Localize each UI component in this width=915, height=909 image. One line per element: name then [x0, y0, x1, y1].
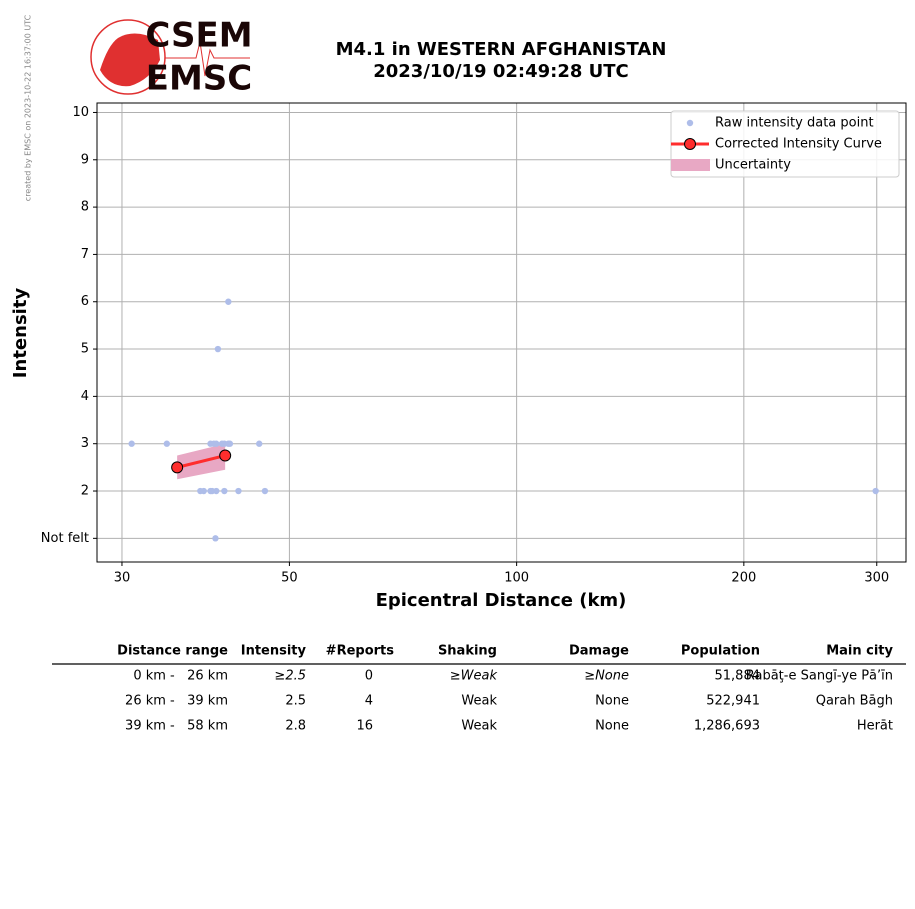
y-tick-label: Not felt [41, 531, 89, 546]
legend-symbol [684, 138, 696, 150]
x-tick-label: 100 [504, 571, 529, 586]
data-point [214, 345, 222, 353]
table-cell: ≥Weak [450, 669, 498, 684]
credit: created by EMSC on 2023-10-22 16:37:00 U… [24, 14, 33, 201]
data-point [200, 487, 207, 495]
data-point [226, 440, 234, 447]
legend-symbol [686, 119, 694, 127]
table-cell: 0 km - 26 km [133, 669, 228, 684]
table: Distance range Intensity #Reports Shaking Da… [117, 644, 893, 734]
table-cell: ≥None [584, 669, 629, 684]
legend: Raw intensity data point Corrected Intens… [670, 110, 900, 178]
x-axis-label: Epicentral Distance (km) [376, 590, 627, 611]
table-cell: Weak [461, 694, 497, 709]
legend-label: Uncertainty [715, 158, 791, 173]
data-point [212, 535, 219, 542]
table-cell: 26 km - 39 km [125, 694, 228, 709]
table-cell: None [595, 719, 629, 734]
y-tick-label: 10 [72, 105, 89, 120]
table-cell: None [595, 694, 629, 709]
data-point [256, 440, 263, 447]
y-axis-label: Intensity [10, 288, 31, 379]
data-point [872, 487, 879, 495]
table-header: #Reports [326, 644, 395, 659]
table-header: Distance range [117, 644, 228, 659]
curve-point [171, 461, 184, 474]
table-header: Main city [826, 644, 893, 659]
y-tick-label: 5 [81, 342, 89, 357]
table-header: Population [681, 644, 760, 659]
x-tick-label: 30 [114, 571, 131, 586]
plot-area: 30 50 100 200 300 Not felt 2 3 4 5 6 7 8 9 10 [41, 102, 907, 586]
data-point [221, 487, 228, 495]
plot-frame [96, 102, 907, 563]
y-tick-label: 7 [81, 247, 89, 262]
table-cell: 51,884 [715, 669, 761, 684]
y-tick-label: 9 [81, 152, 89, 167]
legend-symbol [671, 159, 710, 171]
y-tick-label: 4 [81, 389, 89, 404]
x-tick-label: 300 [864, 571, 889, 586]
y-tick-label: 3 [81, 436, 89, 451]
table-cell: 2.5 [285, 694, 306, 709]
curve-line [176, 454, 226, 469]
logo: CSEM EMSC [90, 16, 253, 99]
table-cell: 2.8 [285, 719, 306, 734]
data-point [213, 440, 220, 447]
table-header: Shaking [438, 644, 497, 659]
chart-subtitle: 2023/10/19 02:49:28 UTC [373, 61, 629, 82]
table-cell: Rabāţ-e Sangī-ye Pā’īn [746, 669, 893, 684]
table-cell: 1,286,693 [694, 719, 760, 734]
data-point [128, 440, 135, 447]
x-tick-label: 50 [281, 571, 298, 586]
data-point [261, 487, 269, 495]
logo-top: CSEM [145, 16, 252, 56]
table-cell: 39 km - 58 km [125, 719, 228, 734]
data-point [235, 487, 242, 495]
y-tick-label: 8 [81, 200, 89, 215]
data-point [163, 440, 171, 447]
table-header: Damage [569, 644, 629, 659]
table-cell: 0 [365, 669, 373, 684]
table-cell: 522,941 [706, 694, 760, 709]
x-tick-label: 200 [731, 571, 756, 586]
chart-title: M4.1 in WESTERN AFGHANISTAN [336, 39, 667, 60]
legend-label: Corrected Intensity Curve [715, 137, 882, 152]
legend-label: Raw intensity data point [715, 116, 874, 131]
curve-point [219, 449, 232, 462]
table-cell: 4 [365, 694, 373, 709]
table-cell: Herāt [857, 719, 893, 734]
table-header: Intensity [241, 644, 307, 659]
table-cell: Qarah Bāgh [816, 694, 893, 709]
table-cell: 16 [356, 719, 373, 734]
y-tick-label: 2 [81, 484, 89, 499]
data-point [225, 298, 232, 305]
y-tick-label: 6 [81, 294, 89, 309]
table-cell: ≥2.5 [274, 669, 306, 684]
logo-bottom: EMSC [146, 59, 253, 99]
data-point [213, 487, 220, 495]
table-cell: Weak [461, 719, 497, 734]
